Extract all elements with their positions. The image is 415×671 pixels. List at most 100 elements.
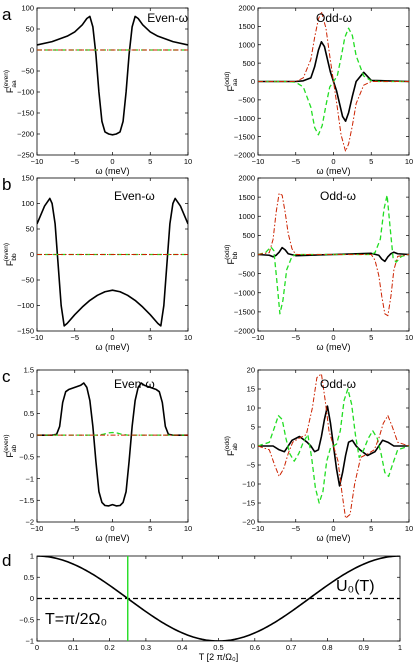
y-label-sup: (odd) — [224, 72, 231, 87]
y-label-sup: (even) — [3, 243, 10, 261]
y-tick-label: −2 — [25, 518, 34, 527]
panel-c-odd: −10 −5 0 5 10 −20 −15 −10 −5 0 5 10 15 20 ω (meV) Fab(o… — [224, 366, 413, 543]
y-tick-label: −1.5 — [19, 496, 34, 505]
panel-d: 0 0.1 0.2 0.3 0.4 0.5 0.6 0.7 0.8 0.9 1 −1 −0.5 0 0.5 1… — [19, 552, 402, 662]
x-axis-label: ω (meV) — [316, 166, 350, 176]
y-axis-label: Fab(even) — [3, 434, 18, 457]
panel-title: Odd-ω — [320, 377, 356, 391]
annotation-t: T=π/2Ω₀ — [45, 611, 107, 628]
y-tick-label: 0 — [30, 46, 34, 55]
series-group — [37, 197, 188, 327]
x-axis-label: ω (meV) — [95, 342, 129, 352]
y-tick-label: −100 — [17, 301, 34, 310]
y-tick-label: 1 — [30, 387, 34, 396]
x-tick-label: 5 — [369, 524, 373, 533]
panel-letter: d — [2, 551, 11, 570]
series-line-dashdot — [258, 373, 409, 519]
y-tick-label: 15 — [247, 385, 255, 394]
y-tick-label: −2000 — [234, 327, 255, 336]
x-tick-label: −10 — [252, 157, 265, 166]
panel-title: Odd-ω — [320, 189, 356, 203]
y-tick-label: 0 — [30, 431, 34, 440]
y-axis-label: Faa(even) — [3, 70, 18, 93]
x-tick-label: 0.1 — [68, 643, 78, 652]
y-label-sub: ab — [232, 443, 239, 451]
x-axis-label: ω (meV) — [316, 533, 350, 543]
x-tick-label: −10 — [31, 157, 44, 166]
panel-letter: a — [2, 5, 12, 24]
y-label-sup: (odd) — [224, 436, 231, 451]
series-line-solid — [37, 197, 188, 327]
y-axis-label: Fbb(even) — [3, 243, 18, 266]
y-label-main: F — [5, 452, 15, 458]
y-tick-label: 0 — [30, 594, 34, 603]
y-tick-label: 10 — [247, 404, 255, 413]
x-tick-label: 0.2 — [104, 643, 114, 652]
x-tick-label: −5 — [70, 524, 79, 533]
y-axis-label: Fbb(odd) — [224, 245, 239, 265]
x-tick-label: −5 — [70, 157, 79, 166]
y-tick-label: −1000 — [234, 288, 255, 297]
x-tick-label: −10 — [31, 524, 44, 533]
x-tick-label: 0.6 — [250, 643, 260, 652]
series-group — [37, 15, 188, 136]
panel-title: Even-ω — [147, 11, 188, 25]
y-tick-label: 1500 — [238, 193, 255, 202]
x-tick-label: 10 — [184, 157, 192, 166]
y-tick-label: −2000 — [234, 151, 255, 160]
series-group — [37, 556, 400, 641]
y-label-main: F — [226, 450, 236, 456]
series-line-solid — [37, 15, 188, 136]
y-axis-label: Fab(odd) — [224, 436, 239, 456]
y-tick-label: −150 — [17, 327, 34, 336]
y-tick-label: 1000 — [238, 212, 255, 221]
x-tick-label: 10 — [405, 524, 413, 533]
x-tick-label: 5 — [148, 524, 152, 533]
x-tick-label: 0.9 — [358, 643, 368, 652]
y-label-main: F — [5, 87, 15, 93]
y-tick-label: 0 — [251, 77, 255, 86]
y-tick-label: 0 — [30, 250, 34, 259]
plot-frame — [36, 7, 189, 156]
y-tick-label: −1500 — [234, 308, 255, 317]
y-label-sub: bb — [11, 253, 18, 261]
series-group — [258, 373, 409, 519]
y-tick-label: 0.5 — [24, 409, 34, 418]
x-tick-label: 0 — [331, 157, 335, 166]
y-label-sub: aa — [232, 78, 239, 86]
x-tick-label: 10 — [405, 333, 413, 342]
y-label-sup: (even) — [3, 70, 10, 88]
panel-a-odd: −10 −5 0 5 10 −2000 −1500 −1000 −500 0 500 1000 1500… — [224, 4, 413, 176]
y-tick-label: 1000 — [238, 40, 255, 49]
y-tick-label: −100 — [17, 88, 34, 97]
y-label-main: F — [226, 258, 236, 264]
series-group — [258, 192, 409, 317]
y-tick-label: 0 — [251, 250, 255, 259]
y-tick-label: −250 — [17, 151, 34, 160]
y-tick-label: −0.5 — [19, 615, 34, 624]
x-tick-label: 0.4 — [177, 643, 187, 652]
x-tick-label: 0 — [110, 524, 114, 533]
y-tick-label: 2000 — [238, 174, 255, 183]
x-tick-label: −10 — [31, 333, 44, 342]
y-label-main: F — [226, 85, 236, 91]
y-tick-label: −0.5 — [19, 453, 34, 462]
y-label-sup: (even) — [3, 434, 10, 452]
series-group — [37, 382, 188, 507]
x-tick-label: 0 — [110, 333, 114, 342]
x-tick-label: 0.7 — [286, 643, 296, 652]
panel-title: Even-ω — [114, 377, 155, 391]
y-tick-label: −500 — [238, 269, 255, 278]
y-tick-label: 1.5 — [24, 366, 34, 375]
panel-title: Even-ω — [114, 189, 155, 203]
y-tick-label: 1 — [30, 552, 34, 561]
x-tick-label: 10 — [405, 157, 413, 166]
y-tick-label: 150 — [21, 174, 34, 183]
y-tick-label: −1000 — [234, 114, 255, 123]
x-tick-label: 1 — [398, 643, 402, 652]
y-tick-label: −50 — [21, 67, 34, 76]
series-line-solid — [37, 382, 188, 507]
y-tick-label: −1500 — [234, 132, 255, 141]
